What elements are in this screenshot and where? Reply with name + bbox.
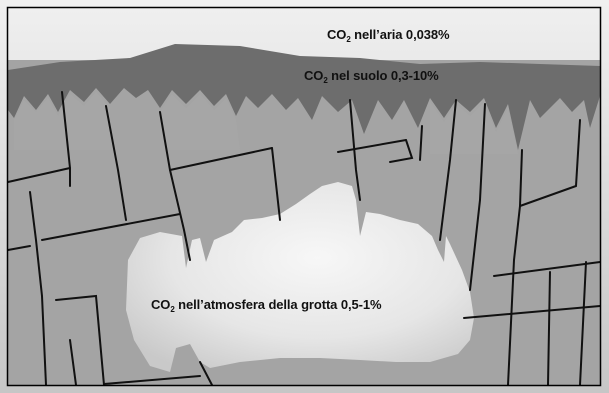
cave-chamber [126, 182, 474, 372]
figure-frame [6, 6, 602, 387]
soil-layer [8, 44, 600, 150]
soil-co2-label: CO2 nel suolo 0,3-10% [304, 68, 439, 85]
cave-co2-subscript: 2 [170, 305, 175, 314]
soil-co2-text: nel suolo 0,3-10% [327, 68, 439, 83]
air-co2-label: CO2 nell’aria 0,038% [327, 27, 450, 44]
cave-co2-text: nell’atmosfera della grotta 0,5-1% [174, 297, 382, 312]
cave-co2-label: CO2 nell’atmosfera della grotta 0,5-1% [151, 297, 382, 314]
air-co2-gas: CO [327, 27, 347, 42]
air-co2-text: nell’aria 0,038% [350, 27, 450, 42]
fractures [7, 91, 601, 386]
soil-co2-subscript: 2 [323, 76, 328, 85]
air-co2-subscript: 2 [346, 35, 351, 44]
soil-co2-gas: CO [304, 68, 324, 83]
cave-co2-gas: CO [151, 297, 171, 312]
